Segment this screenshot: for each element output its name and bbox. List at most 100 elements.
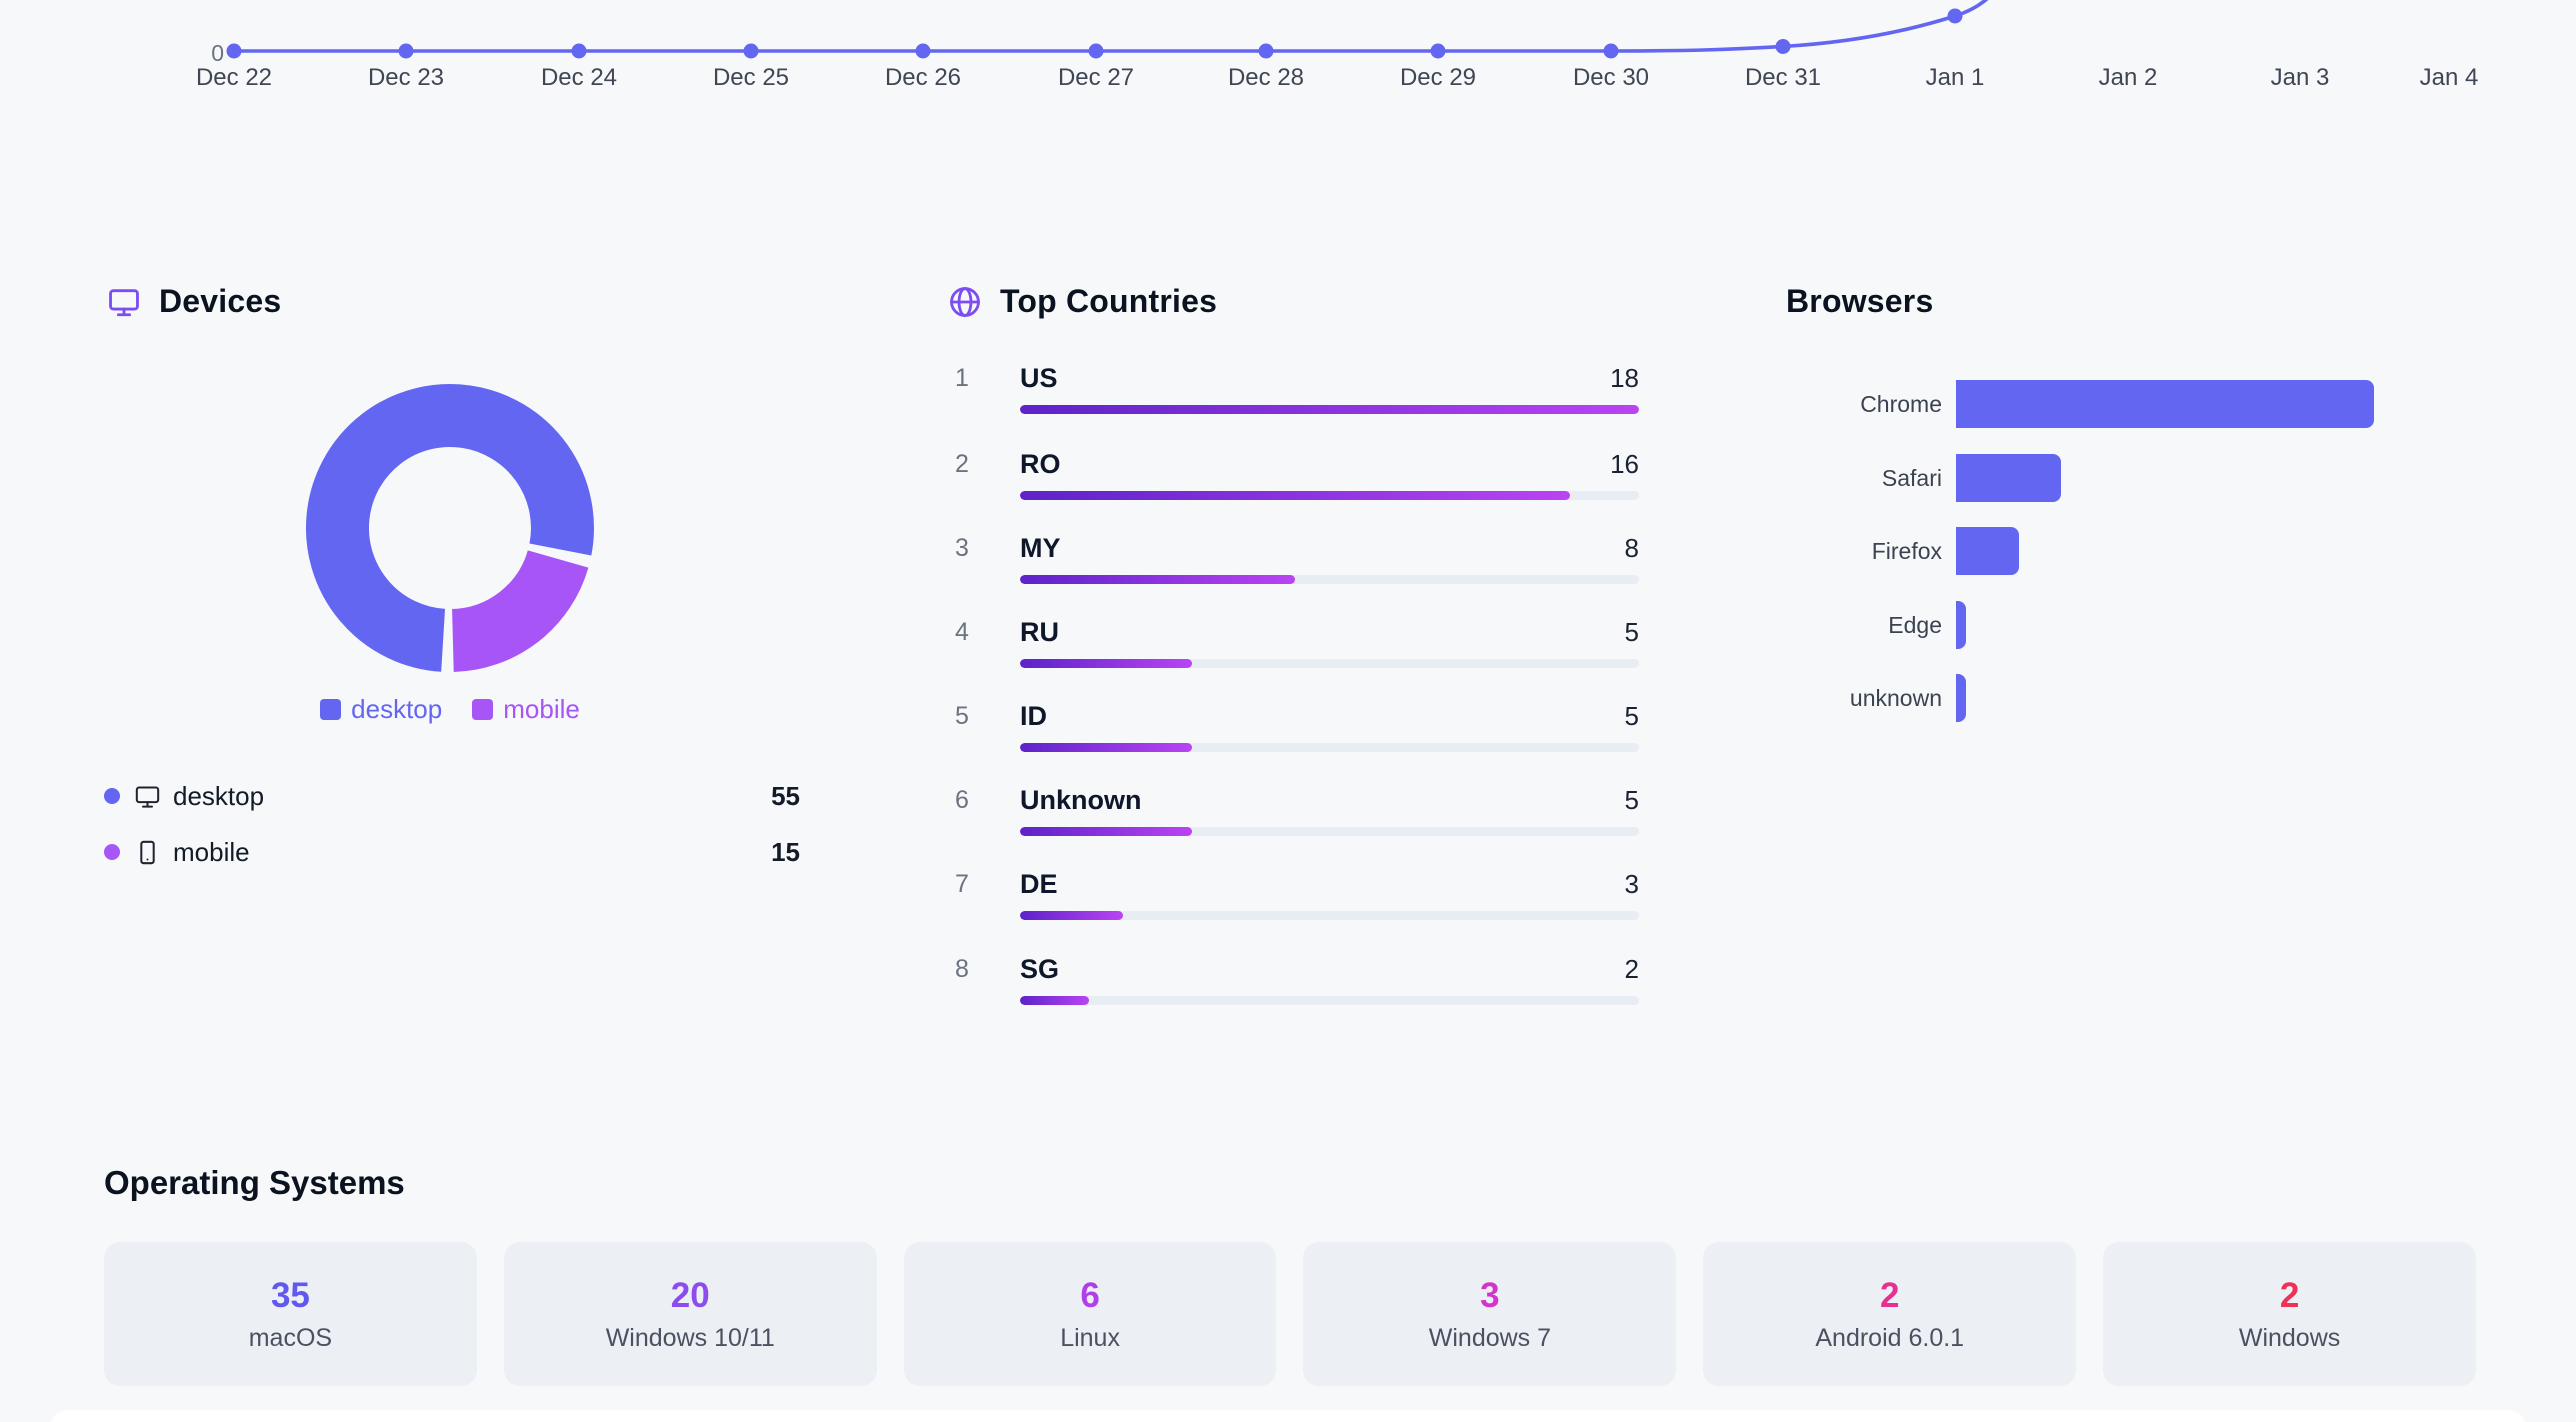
country-code: DE — [1020, 869, 1058, 899]
os-card: 3 Windows 7 — [1303, 1242, 1677, 1386]
os-card: 35 macOS — [104, 1242, 477, 1386]
legend-label-desktop: desktop — [351, 694, 443, 724]
os-name: macOS — [248, 1323, 333, 1352]
country-row: 4 RU 5 — [940, 615, 1639, 668]
country-bar-track — [1020, 911, 1639, 920]
country-row: 8 SG 2 — [940, 952, 1639, 1005]
line-chart-point — [1775, 39, 1791, 54]
browser-bar — [1956, 601, 1966, 649]
device-label: desktop — [173, 780, 265, 811]
devices-section-title: Devices — [107, 283, 281, 320]
monitor-icon — [135, 785, 160, 808]
device-row-mobile: mobile 15 — [104, 835, 800, 869]
donut-segment-mobile — [451, 549, 589, 672]
browser-label: Safari — [1881, 464, 1942, 491]
browser-bar — [1956, 380, 2374, 428]
browser-row: unknown — [1600, 674, 1966, 722]
x-axis-label: Dec 23 — [367, 64, 445, 91]
os-card: 2 Windows — [2103, 1242, 2476, 1386]
y-axis-zero-label: 0 — [211, 40, 224, 66]
country-row: 2 RO 16 — [940, 447, 1639, 500]
device-label: mobile — [173, 836, 250, 867]
country-row: 6 Unknown 5 — [940, 783, 1639, 836]
country-bar — [1020, 405, 1639, 414]
browser-row: Safari — [1600, 454, 2061, 502]
os-card: 20 Windows 10/11 — [503, 1242, 877, 1386]
os-count: 2 — [2279, 1275, 2300, 1315]
os-count: 6 — [1080, 1275, 1100, 1315]
globe-icon — [950, 286, 980, 317]
device-value: 55 — [771, 780, 800, 811]
line-chart-point — [1088, 43, 1104, 59]
os-name: Android 6.0.1 — [1815, 1323, 1965, 1352]
x-axis-label: Dec 29 — [1399, 64, 1477, 91]
browser-row: Firefox — [1600, 527, 2019, 575]
country-value: 18 — [1610, 363, 1639, 393]
os-count: 2 — [1879, 1275, 1900, 1315]
legend-item-desktop: desktop — [320, 694, 442, 725]
country-bar — [1020, 743, 1192, 752]
x-axis-label: Dec 28 — [1227, 64, 1305, 91]
os-card: 6 Linux — [903, 1242, 1277, 1386]
country-value: 3 — [1624, 869, 1639, 899]
country-rank: 3 — [955, 534, 969, 562]
line-chart-point — [226, 43, 242, 59]
os-card: 2 Android 6.0.1 — [1703, 1242, 2077, 1386]
os-name: Windows 10/11 — [605, 1323, 775, 1352]
device-row-desktop: desktop 55 — [104, 779, 800, 813]
browsers-title: Browsers — [1786, 283, 1934, 319]
line-chart-point — [1430, 43, 1446, 59]
x-axis-label: Dec 25 — [712, 64, 790, 91]
x-axis-label: Jan 3 — [2270, 64, 2330, 91]
country-bar-track — [1020, 827, 1639, 836]
visits-line-chart — [226, 0, 1989, 59]
browser-bar — [1956, 527, 2019, 575]
country-rank: 7 — [955, 870, 969, 898]
country-bar-track — [1020, 491, 1639, 500]
country-row: 7 DE 3 — [940, 867, 1639, 920]
line-chart-point — [398, 43, 414, 59]
country-code: RO — [1020, 449, 1061, 479]
country-row: 1 US 18 — [940, 361, 1639, 414]
country-code: ID — [1020, 701, 1047, 731]
x-axis-label: Jan 4 — [2419, 64, 2479, 91]
devices-title: Devices — [159, 283, 282, 319]
country-rank: 5 — [955, 702, 969, 730]
x-axis-label: Jan 2 — [2098, 64, 2158, 91]
country-bar-track — [1020, 996, 1639, 1005]
top-countries-title: Top Countries — [1000, 283, 1218, 319]
browser-label: Edge — [1888, 611, 1942, 638]
os-count: 3 — [1480, 1275, 1500, 1315]
operating-systems-title: Operating Systems — [104, 1164, 405, 1201]
device-value: 15 — [771, 836, 800, 867]
x-axis-label: Dec 26 — [884, 64, 962, 91]
browser-row: Chrome — [1600, 380, 2374, 428]
next-section-card-edge — [50, 1410, 2526, 1422]
monitor-icon — [109, 288, 139, 316]
smartphone-icon — [140, 840, 155, 864]
country-value: 5 — [1624, 617, 1639, 647]
top-countries-section-title: Top Countries — [948, 283, 1217, 320]
country-code: US — [1020, 363, 1058, 393]
os-count: 35 — [270, 1275, 310, 1315]
os-cards-row: 35 macOS 20 Windows 10/11 6 Linux 3 Wind… — [104, 1242, 2476, 1386]
country-code: RU — [1020, 617, 1059, 647]
country-rank: 2 — [955, 450, 969, 478]
line-chart-point — [1603, 43, 1619, 59]
country-value: 2 — [1624, 954, 1639, 984]
devices-donut-chart — [306, 384, 594, 672]
os-name: Windows 7 — [1428, 1323, 1552, 1352]
country-rank: 4 — [955, 618, 969, 646]
os-name: Linux — [1060, 1323, 1120, 1352]
browser-bar — [1956, 454, 2061, 502]
country-code: SG — [1020, 954, 1060, 984]
mobile-swatch — [472, 699, 494, 720]
donut-segment-desktop — [306, 384, 594, 672]
country-value: 8 — [1624, 533, 1639, 563]
country-bar — [1020, 491, 1571, 500]
x-axis-label: Dec 30 — [1572, 64, 1650, 91]
legend-item-mobile: mobile — [472, 694, 580, 725]
browser-bar — [1956, 674, 1966, 722]
country-rank: 6 — [955, 786, 969, 814]
